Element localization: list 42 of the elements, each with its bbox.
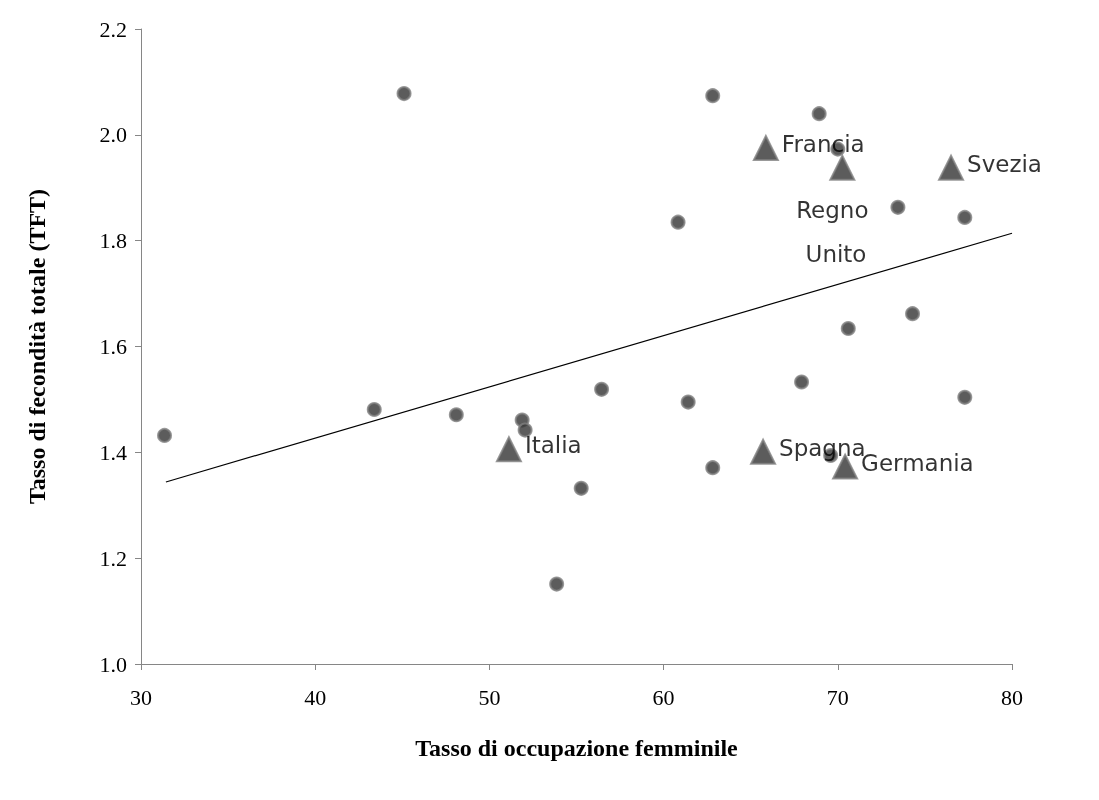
point bbox=[905, 306, 921, 322]
point bbox=[840, 321, 856, 336]
point bbox=[157, 427, 173, 443]
point bbox=[573, 480, 589, 496]
point bbox=[890, 199, 906, 215]
y-tick-label: 1.4 bbox=[99, 439, 127, 465]
y-tick-label: 1.6 bbox=[99, 334, 127, 359]
point bbox=[829, 154, 856, 181]
x-tick-label: 40 bbox=[304, 684, 327, 710]
annotation: Italia bbox=[524, 432, 582, 459]
point bbox=[750, 438, 777, 465]
point bbox=[366, 401, 382, 417]
point bbox=[396, 86, 412, 102]
point bbox=[794, 374, 810, 390]
point bbox=[938, 154, 965, 181]
x-tick-label: 50 bbox=[478, 684, 501, 710]
y-axis-title: Tasso di fecondità totale (TFT) bbox=[24, 188, 50, 505]
annotation: Francia bbox=[781, 131, 865, 158]
point bbox=[705, 460, 721, 476]
point bbox=[495, 436, 522, 463]
x-axis-title: Tasso di occupazione femminile bbox=[415, 735, 739, 761]
x-tick-label: 80 bbox=[1001, 684, 1023, 710]
point bbox=[670, 214, 686, 230]
point bbox=[680, 394, 696, 410]
point bbox=[448, 407, 464, 423]
point bbox=[705, 88, 721, 104]
point bbox=[594, 381, 610, 397]
point bbox=[811, 106, 827, 122]
point bbox=[752, 135, 779, 162]
point bbox=[549, 576, 565, 592]
x-tick-label: 30 bbox=[130, 684, 152, 710]
annotation: Regno Unito bbox=[796, 196, 869, 267]
x-tick-label: 60 bbox=[652, 684, 675, 710]
y-tick-label: 1.2 bbox=[99, 545, 127, 571]
annotation: Svezia bbox=[967, 150, 1042, 177]
point bbox=[957, 209, 973, 225]
y-tick-label: 2.2 bbox=[99, 16, 127, 42]
y-tick-label: 1.8 bbox=[99, 228, 127, 254]
point bbox=[957, 389, 973, 405]
y-tick-label: 1.0 bbox=[99, 651, 127, 677]
y-tick-label: 2.0 bbox=[99, 122, 127, 148]
x-tick-label: 70 bbox=[826, 684, 849, 710]
